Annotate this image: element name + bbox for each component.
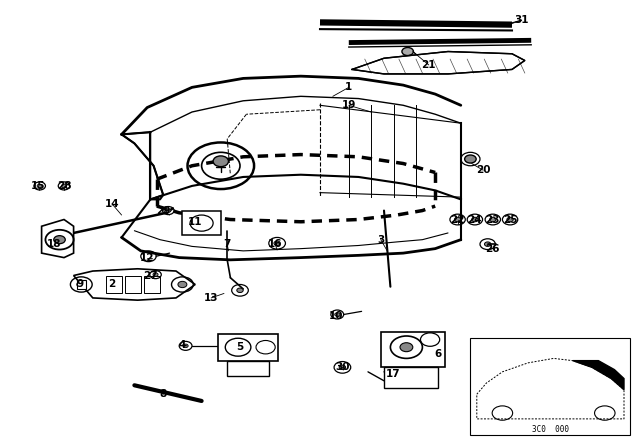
- Text: 28: 28: [57, 181, 71, 191]
- Text: 23: 23: [486, 215, 500, 224]
- Text: 27: 27: [143, 271, 157, 280]
- Text: 3C0  000: 3C0 000: [532, 425, 569, 434]
- Circle shape: [54, 236, 65, 244]
- Text: 4: 4: [179, 340, 186, 350]
- Text: 21: 21: [422, 60, 436, 70]
- Text: 15: 15: [31, 181, 45, 191]
- Polygon shape: [122, 132, 163, 199]
- Circle shape: [166, 209, 171, 212]
- Bar: [470, 338, 630, 435]
- Text: 22: 22: [451, 215, 465, 224]
- Circle shape: [400, 343, 413, 352]
- Text: 16: 16: [268, 239, 282, 249]
- Circle shape: [153, 273, 158, 276]
- Text: 14: 14: [105, 199, 119, 209]
- Text: 13: 13: [204, 293, 218, 303]
- Circle shape: [61, 184, 67, 188]
- Text: 29: 29: [156, 206, 170, 215]
- Text: 31: 31: [515, 15, 529, 25]
- Text: 20: 20: [476, 165, 490, 175]
- Circle shape: [213, 156, 228, 167]
- Polygon shape: [381, 332, 445, 367]
- Circle shape: [335, 313, 340, 316]
- Circle shape: [465, 155, 476, 163]
- Circle shape: [183, 344, 188, 348]
- Circle shape: [274, 241, 280, 246]
- Bar: [144, 276, 160, 293]
- Text: 1: 1: [345, 82, 353, 92]
- Text: 8: 8: [159, 389, 167, 399]
- Text: 30: 30: [335, 362, 349, 372]
- Circle shape: [37, 184, 42, 188]
- Circle shape: [77, 281, 86, 288]
- Text: 7: 7: [223, 239, 231, 249]
- Circle shape: [454, 217, 461, 222]
- Text: 3: 3: [377, 235, 385, 245]
- Circle shape: [490, 217, 496, 222]
- Bar: [125, 276, 141, 293]
- Text: 17: 17: [387, 369, 401, 379]
- Circle shape: [484, 242, 491, 246]
- Polygon shape: [182, 211, 221, 235]
- Text: 11: 11: [188, 217, 202, 227]
- Circle shape: [402, 47, 413, 56]
- Text: 5: 5: [236, 342, 244, 352]
- Text: 10: 10: [329, 311, 343, 321]
- Circle shape: [178, 281, 187, 288]
- Text: 9: 9: [76, 280, 84, 289]
- Text: 18: 18: [47, 239, 61, 249]
- Text: 12: 12: [140, 253, 154, 263]
- Polygon shape: [74, 269, 195, 300]
- Text: 26: 26: [486, 244, 500, 254]
- Circle shape: [472, 217, 478, 222]
- Polygon shape: [352, 52, 525, 74]
- Polygon shape: [573, 361, 624, 390]
- Text: 6: 6: [435, 349, 442, 359]
- Text: 19: 19: [342, 100, 356, 110]
- Polygon shape: [227, 361, 269, 376]
- Bar: [77, 280, 86, 289]
- Polygon shape: [384, 367, 438, 388]
- Text: 2: 2: [108, 280, 116, 289]
- Circle shape: [507, 217, 513, 222]
- Polygon shape: [42, 220, 74, 258]
- Circle shape: [339, 365, 346, 370]
- Circle shape: [237, 288, 243, 293]
- Text: 24: 24: [468, 215, 482, 224]
- Text: 25: 25: [503, 215, 517, 224]
- Bar: [106, 276, 122, 293]
- Polygon shape: [218, 334, 278, 361]
